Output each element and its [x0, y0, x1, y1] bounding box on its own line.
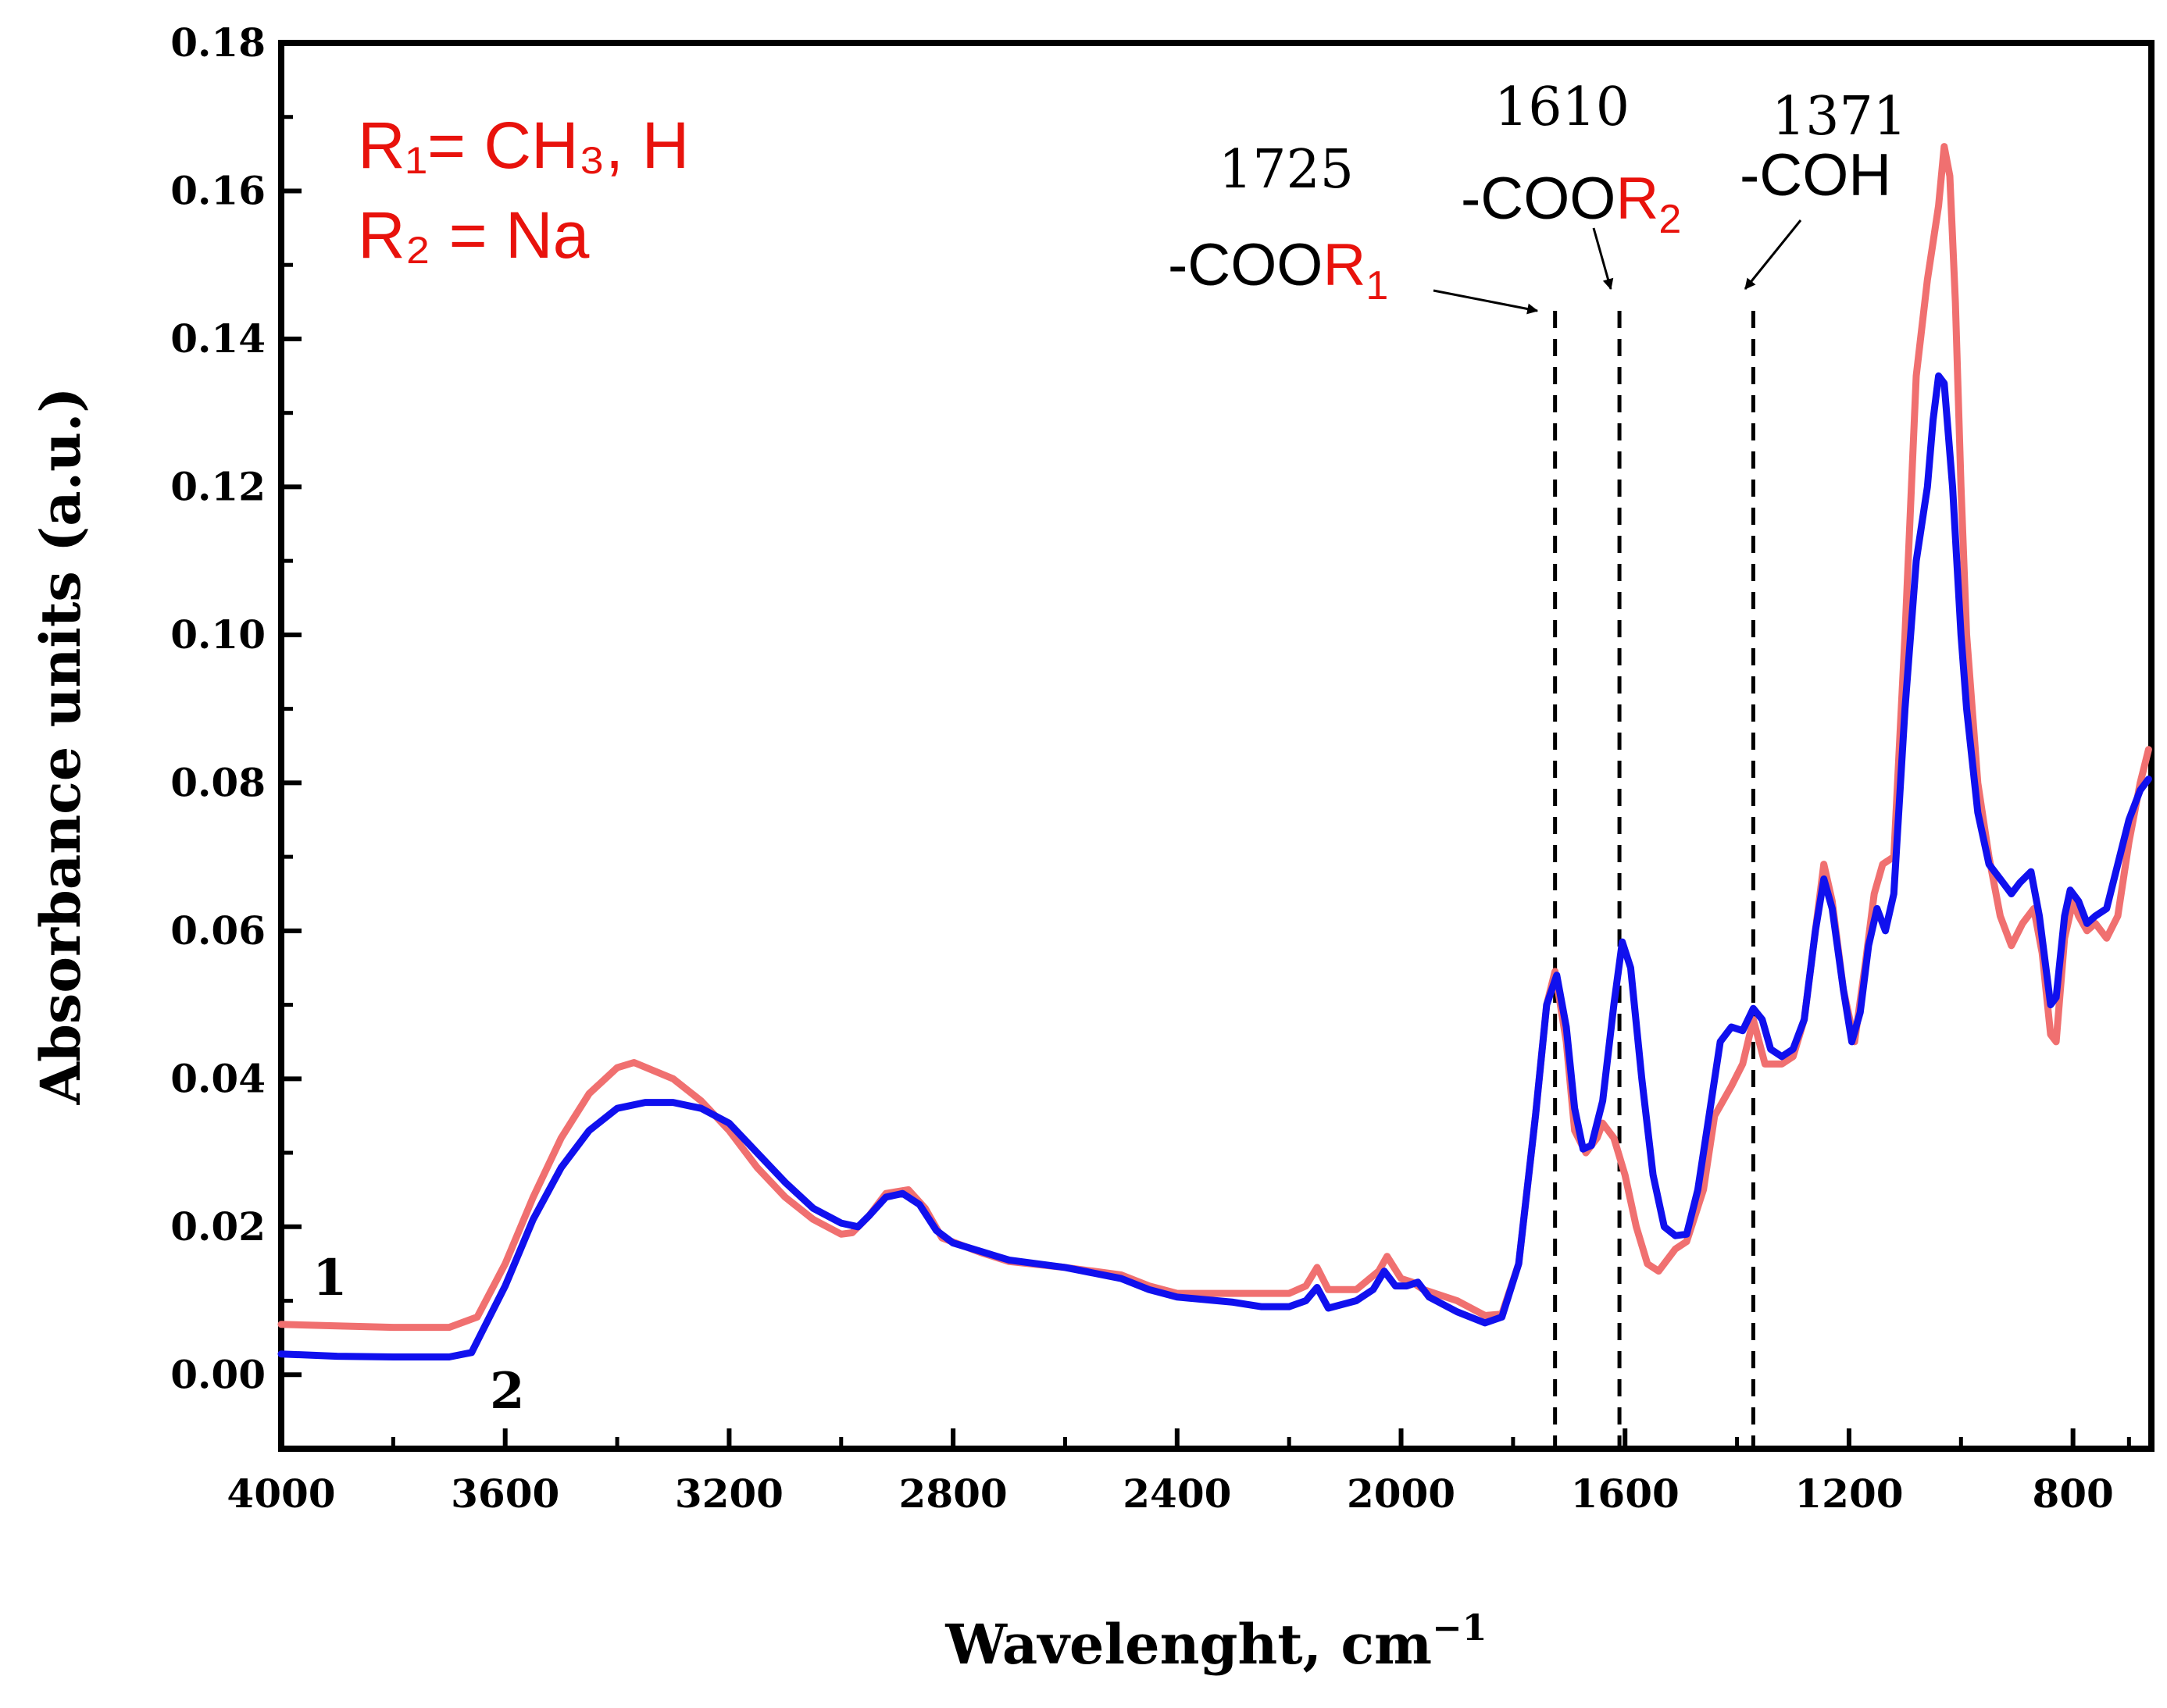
peak-marker-lines — [1553, 311, 1755, 1449]
y-tick-label: 0.04 — [170, 1055, 266, 1101]
y-tick-label: 0.16 — [170, 167, 266, 213]
peak-1725-group: -COOR1 — [1168, 232, 1388, 308]
x-axis-title-text: Wavelenght, cm — [944, 1612, 1432, 1677]
legend-r2-text: R₂ = Na — [358, 198, 590, 272]
peak-1610-group-sub: 2 — [1658, 197, 1681, 242]
peak-1610-group-prefix: -COO — [1461, 166, 1615, 232]
series-line-2 — [277, 372, 2152, 1360]
x-tick-label: 800 — [2032, 1471, 2113, 1517]
x-tick-label: 2800 — [899, 1471, 1008, 1517]
x-axis-title-exponent: −1 — [1432, 1606, 1487, 1649]
y-tick-label: 0.10 — [170, 612, 266, 658]
peak-1610-number: 1610 — [1494, 77, 1630, 138]
x-axis-ticks: 4000 3600 3200 2800 2400 2000 1600 1200 800 — [227, 1428, 2131, 1517]
y-axis-ticks: 0.00 0.02 0.04 0.06 0.08 0.10 0.12 0.14 0.16 0.18 — [170, 20, 302, 1451]
arrow-1371 — [1744, 219, 1802, 290]
arrow-1610 — [1592, 227, 1614, 291]
x-tick-label: 4000 — [227, 1471, 335, 1517]
peak-1610-group: -COOR2 — [1461, 166, 1681, 242]
y-tick-label: 0.14 — [170, 316, 266, 362]
x-tick-label: 3200 — [675, 1471, 784, 1517]
x-tick-label: 2000 — [1347, 1471, 1455, 1517]
x-tick-label: 3600 — [451, 1471, 559, 1517]
x-tick-label: 1600 — [1571, 1471, 1680, 1517]
peak-1371-group: -COH — [1740, 142, 1891, 209]
x-axis-title: Wavelenght, cm−1 — [944, 1606, 1487, 1677]
y-tick-label: 0.02 — [170, 1203, 266, 1250]
plot-frame — [278, 40, 2155, 1452]
y-tick-label: 0.00 — [170, 1351, 266, 1397]
peak-1725-number: 1725 — [1219, 139, 1354, 201]
peak-1371-number: 1371 — [1772, 86, 1907, 148]
y-axis-title: Absorbance units (a.u.) — [28, 387, 93, 1106]
peak-1610-group-r: R — [1615, 166, 1658, 232]
series-1-label: 1 — [312, 1249, 348, 1307]
series-line-1 — [277, 143, 2152, 1332]
peak-1725-group-prefix: -COO — [1168, 232, 1323, 298]
legend-r1-text: R₁= CH₃, H — [358, 109, 689, 182]
peak-1725-group-sub: 1 — [1366, 263, 1388, 308]
y-tick-label: 0.12 — [170, 463, 266, 509]
peak-1725-group-r: R — [1323, 232, 1366, 298]
series-lines — [277, 143, 2152, 1360]
y-tick-label: 0.06 — [170, 907, 266, 954]
x-tick-label: 2400 — [1123, 1471, 1231, 1517]
series-2-label: 2 — [490, 1362, 525, 1421]
x-tick-label: 1200 — [1794, 1471, 1903, 1517]
arrow-1725 — [1433, 289, 1539, 315]
y-tick-label: 0.08 — [170, 759, 266, 805]
y-tick-label: 0.18 — [170, 20, 266, 66]
